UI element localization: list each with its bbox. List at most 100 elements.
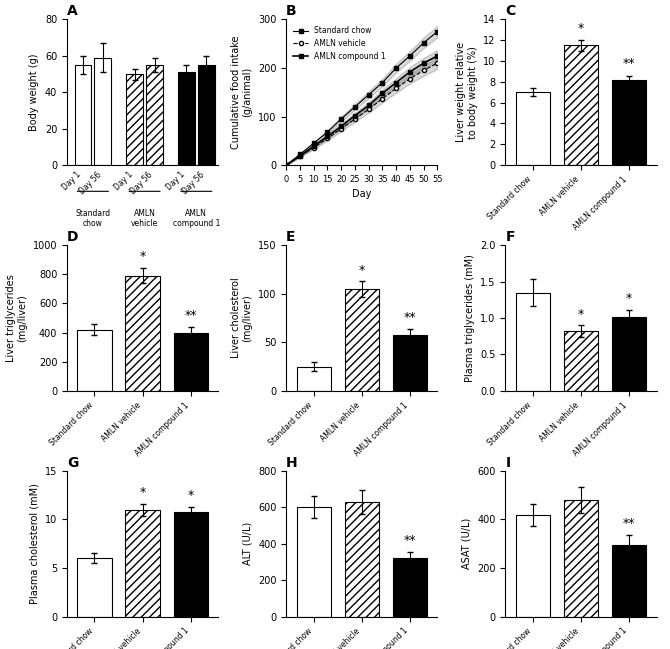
AMLN vehicle (282, 161, 290, 169)
Bar (612, 80, 647, 165)
Legend: Standard chow, AMLN vehicle, AMLN compound 1: Standard chow, AMLN vehicle, AMLN compou… (290, 23, 389, 64)
Bar (174, 332, 208, 391)
Bar (297, 367, 331, 391)
AMLN vehicle (310, 143, 318, 151)
Bar (77, 330, 112, 391)
Bar (612, 545, 647, 617)
Bar (516, 293, 550, 391)
Text: C: C (505, 5, 516, 18)
Standard chow (282, 161, 290, 169)
Bar (94, 58, 111, 165)
Text: **: ** (623, 517, 635, 530)
Bar (125, 276, 159, 391)
Text: *: * (578, 308, 584, 321)
AMLN compound 1 (324, 132, 332, 140)
Y-axis label: Liver triglycerides
(mg/liver): Liver triglycerides (mg/liver) (5, 274, 27, 362)
Y-axis label: ALT (U/L): ALT (U/L) (243, 522, 253, 565)
Standard chow (392, 64, 400, 72)
Standard chow (324, 129, 332, 136)
Bar (77, 558, 112, 617)
Bar (126, 74, 143, 165)
Text: F: F (505, 230, 515, 244)
Text: D: D (67, 230, 78, 244)
Bar (344, 502, 379, 617)
AMLN compound 1 (351, 112, 359, 119)
Y-axis label: Liver weight relative
to body weight (%): Liver weight relative to body weight (%) (456, 42, 478, 142)
Y-axis label: Cumulative food intake
(g/animal): Cumulative food intake (g/animal) (231, 36, 253, 149)
AMLN vehicle (324, 134, 332, 142)
Text: A: A (67, 5, 78, 18)
AMLN compound 1 (392, 79, 400, 86)
Standard chow (419, 39, 427, 47)
Bar (146, 65, 163, 165)
Standard chow (364, 91, 373, 99)
Standard chow (310, 140, 318, 147)
Bar (344, 289, 379, 391)
Text: **: ** (184, 310, 197, 323)
Bar (516, 92, 550, 165)
Text: G: G (67, 456, 78, 470)
Text: **: ** (403, 311, 416, 324)
Y-axis label: ASAT (U/L): ASAT (U/L) (462, 518, 472, 569)
X-axis label: Day: Day (352, 190, 371, 199)
AMLN compound 1 (364, 101, 373, 109)
AMLN vehicle (406, 75, 414, 82)
AMLN vehicle (392, 84, 400, 92)
Text: AMLN
compound 1: AMLN compound 1 (173, 209, 220, 228)
Bar (198, 65, 214, 165)
Text: **: ** (403, 533, 416, 546)
Line: Standard chow: Standard chow (284, 29, 440, 167)
Bar (564, 500, 598, 617)
Bar (178, 72, 195, 165)
AMLN compound 1 (337, 123, 345, 130)
Standard chow (337, 115, 345, 123)
AMLN compound 1 (296, 152, 304, 160)
Bar (297, 508, 331, 617)
Text: *: * (188, 489, 194, 502)
AMLN vehicle (433, 59, 442, 67)
Bar (516, 515, 550, 617)
AMLN vehicle (364, 105, 373, 113)
Bar (125, 509, 159, 617)
AMLN compound 1 (433, 52, 442, 60)
AMLN compound 1 (419, 59, 427, 67)
Standard chow (433, 28, 442, 36)
Bar (564, 45, 598, 165)
Y-axis label: Plasma cholesterol (mM): Plasma cholesterol (mM) (29, 484, 40, 604)
Standard chow (379, 79, 387, 86)
AMLN vehicle (379, 95, 387, 103)
Text: *: * (626, 292, 632, 305)
Text: I: I (505, 456, 511, 470)
Y-axis label: Body weight (g): Body weight (g) (29, 53, 40, 131)
Bar (393, 334, 427, 391)
AMLN compound 1 (379, 90, 387, 97)
Text: H: H (286, 456, 298, 470)
AMLN vehicle (296, 153, 304, 160)
AMLN compound 1 (310, 142, 318, 150)
Y-axis label: Liver cholesterol
(mg/liver): Liver cholesterol (mg/liver) (231, 278, 253, 358)
Text: *: * (139, 486, 145, 499)
Text: B: B (286, 5, 297, 18)
Bar (564, 331, 598, 391)
Standard chow (406, 52, 414, 60)
Text: E: E (286, 230, 295, 244)
Standard chow (351, 103, 359, 111)
Line: AMLN vehicle: AMLN vehicle (284, 61, 440, 167)
Standard chow (296, 151, 304, 158)
Text: *: * (139, 251, 145, 263)
Bar (174, 511, 208, 617)
Bar (393, 558, 427, 617)
Text: **: ** (623, 57, 635, 70)
Text: *: * (578, 22, 584, 35)
Y-axis label: Plasma triglycerides (mM): Plasma triglycerides (mM) (465, 254, 475, 382)
Bar (74, 65, 91, 165)
AMLN compound 1 (282, 161, 290, 169)
AMLN compound 1 (406, 68, 414, 76)
AMLN vehicle (351, 115, 359, 123)
Text: *: * (358, 263, 365, 276)
Text: Standard
chow: Standard chow (75, 209, 111, 228)
Bar (612, 317, 647, 391)
AMLN vehicle (419, 67, 427, 75)
Line: AMLN compound 1: AMLN compound 1 (284, 54, 440, 167)
AMLN vehicle (337, 125, 345, 132)
